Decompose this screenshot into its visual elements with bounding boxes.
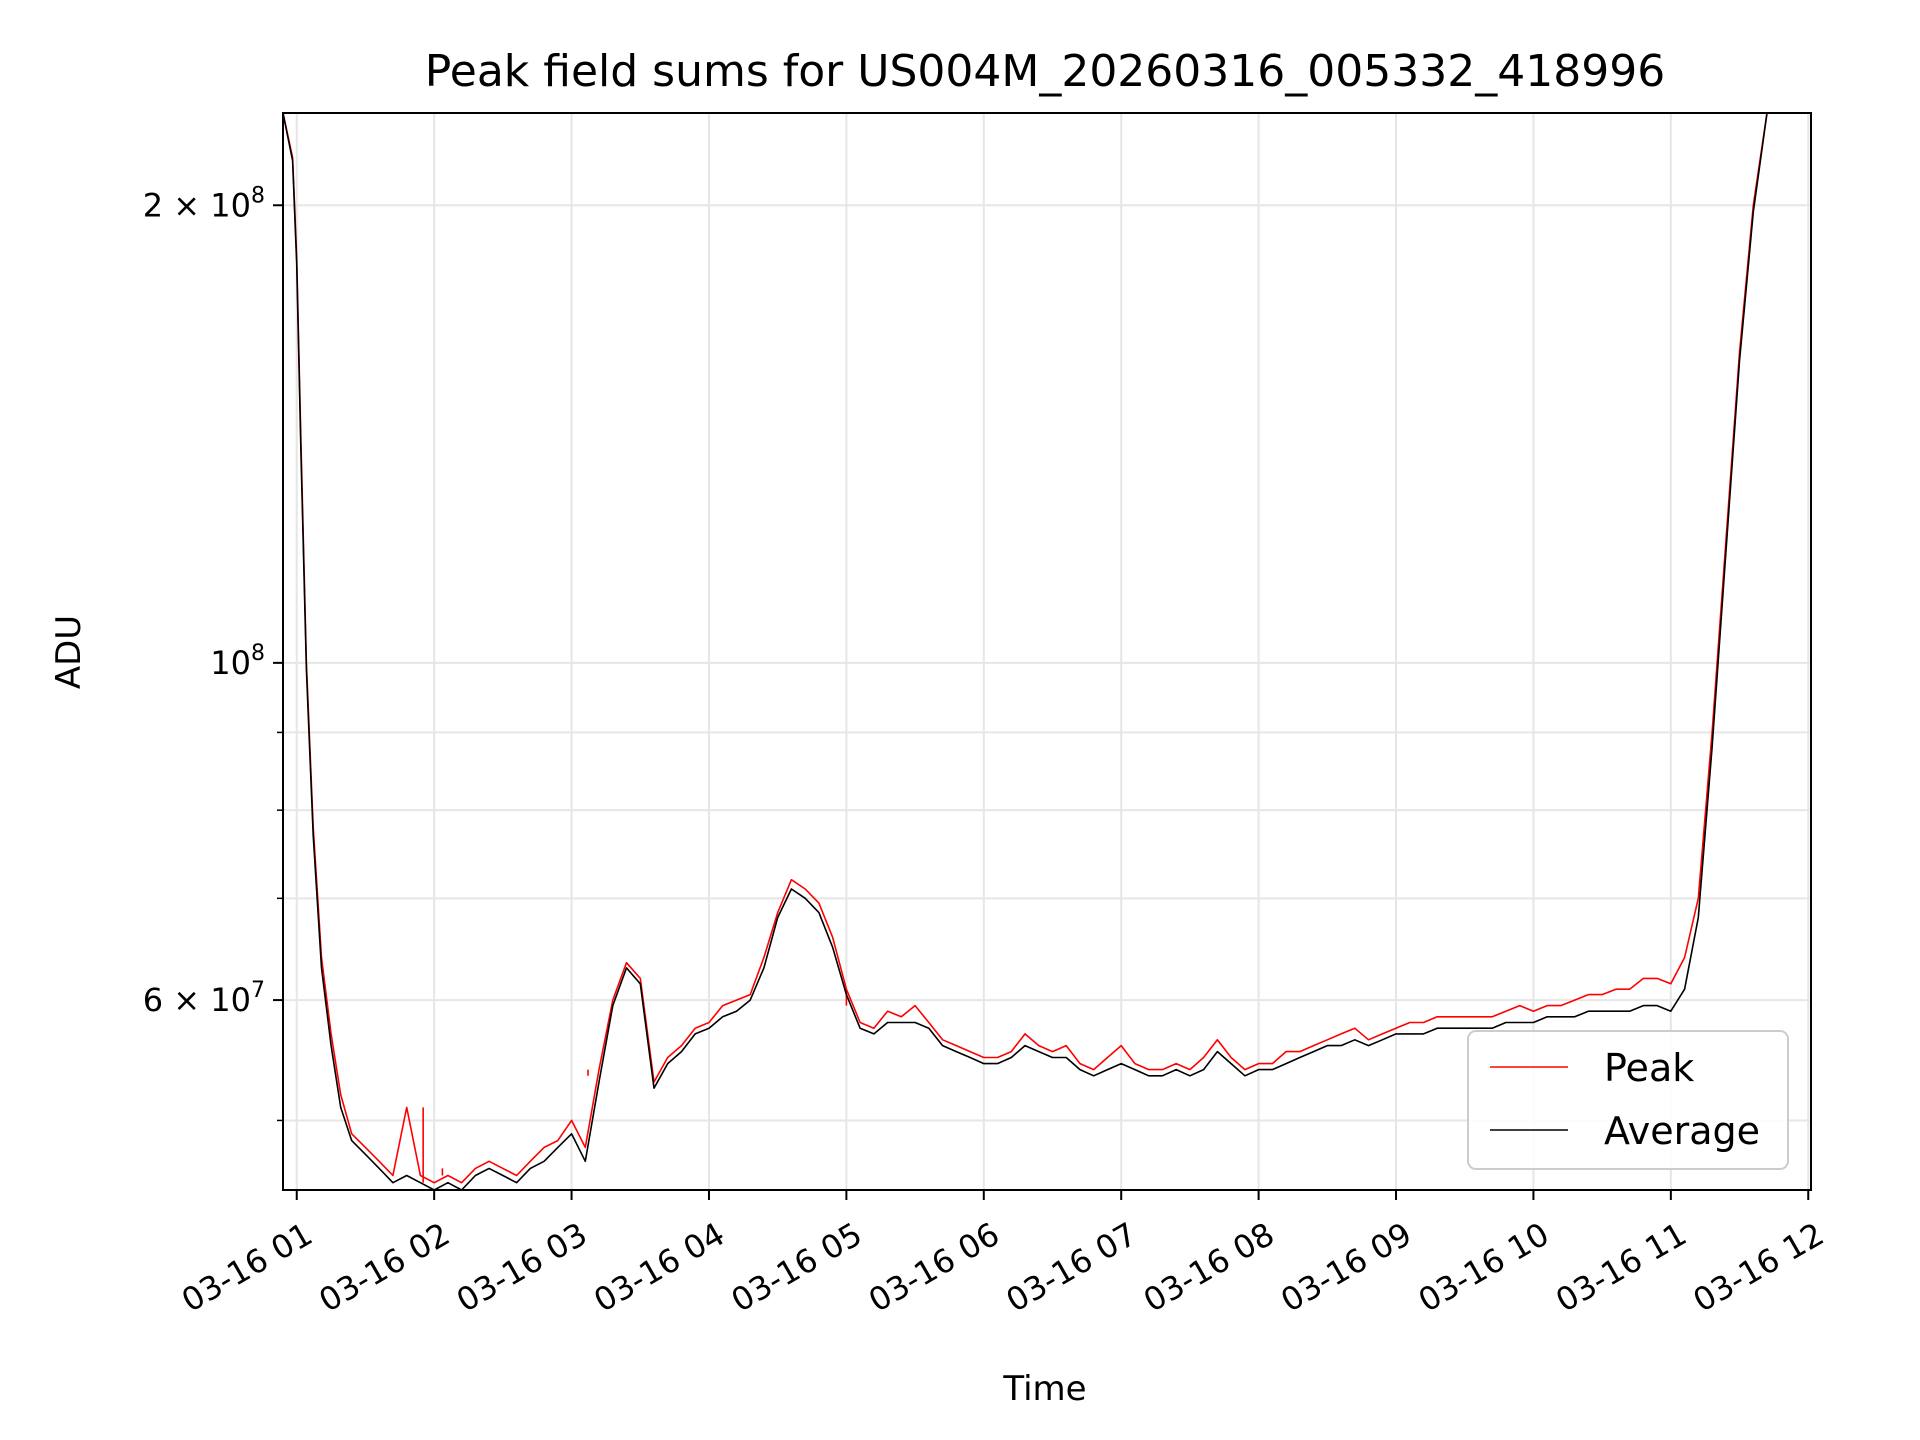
series-layer bbox=[283, 113, 1792, 1190]
legend-average-label: Average bbox=[1604, 1109, 1760, 1153]
series-line-average bbox=[283, 113, 1792, 1190]
chart-title: Peak field sums for US004M_20260316_0053… bbox=[425, 46, 1665, 97]
y-axis-label: ADU bbox=[49, 615, 89, 689]
legend-box bbox=[1467, 1030, 1789, 1170]
series-line-peak bbox=[283, 113, 1792, 1184]
y-tick-label: 108 bbox=[210, 641, 265, 682]
plot-frame bbox=[282, 112, 1812, 1191]
legend-peak-label: Peak bbox=[1604, 1046, 1694, 1090]
legend: Peak Average bbox=[1467, 1030, 1789, 1170]
y-axis-ticks: 6 × 107 108 2 × 108 bbox=[143, 183, 283, 1122]
y-tick-label: 2 × 108 bbox=[143, 183, 265, 224]
y-tick-label: 6 × 107 bbox=[143, 978, 265, 1019]
x-axis-label: Time bbox=[1002, 1369, 1086, 1409]
